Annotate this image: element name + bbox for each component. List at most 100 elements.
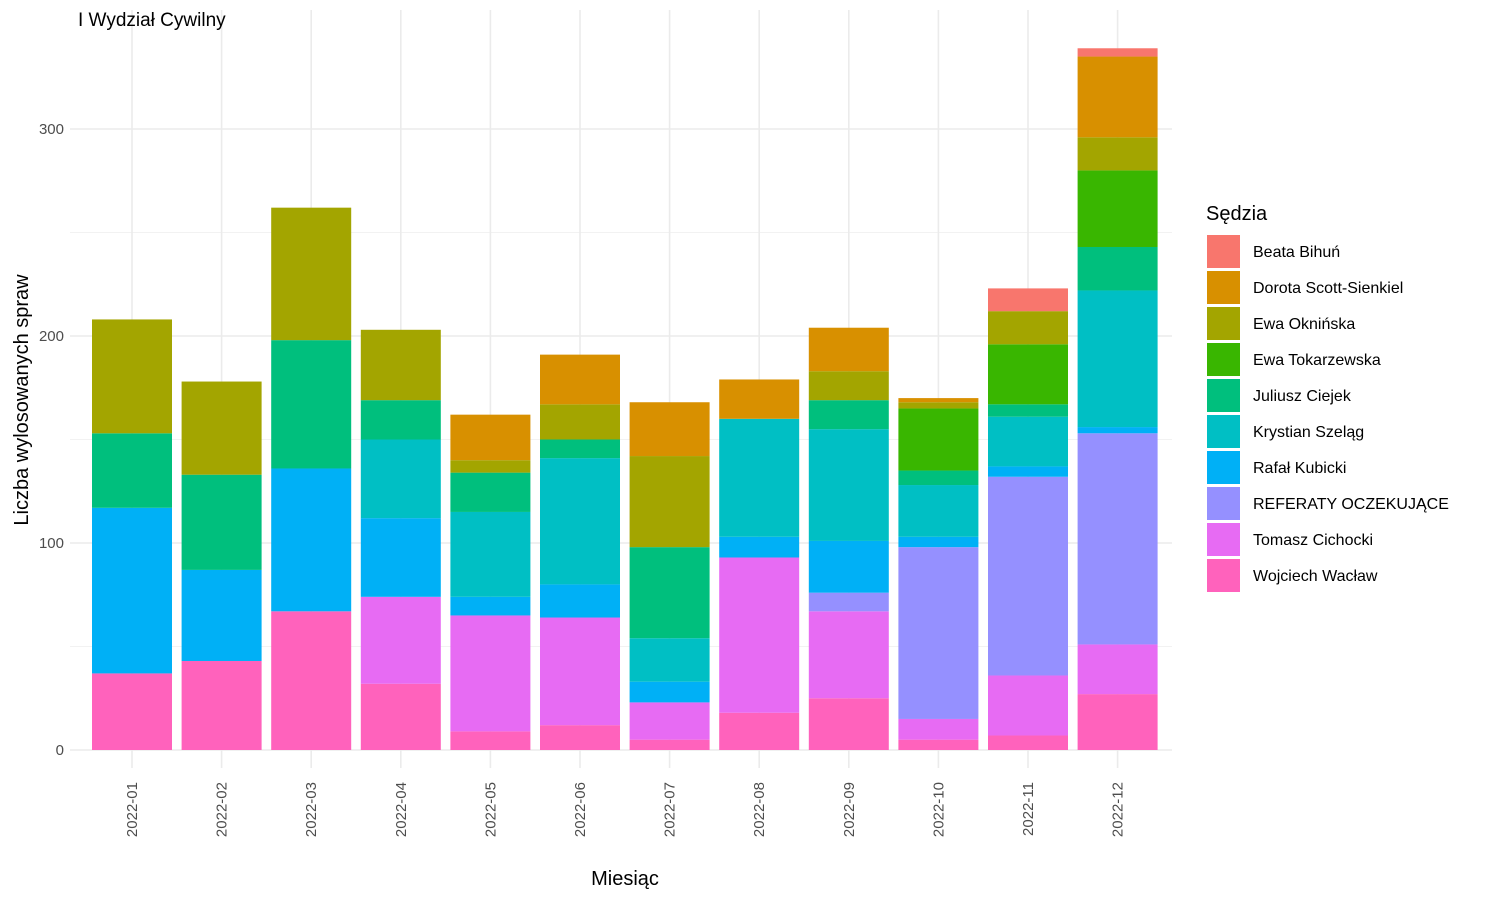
- bar-segment: [450, 596, 531, 616]
- bar-segment: [1077, 694, 1158, 750]
- bar-segment: [898, 536, 979, 548]
- bar-segment: [1077, 137, 1158, 171]
- bar-segment: [360, 439, 441, 519]
- legend-label: Ewa Tokarzewska: [1253, 352, 1381, 369]
- bar-segment: [271, 611, 352, 750]
- bar-segment: [92, 507, 172, 674]
- legend-label: Ewa Oknińska: [1253, 316, 1355, 333]
- bar-segment: [808, 400, 889, 430]
- x-tick-label: 2022-04: [393, 782, 410, 837]
- bar-segment: [1077, 48, 1158, 57]
- bar-segment: [540, 439, 620, 459]
- bar-segment: [719, 536, 800, 558]
- legend-label: Dorota Scott-Sienkiel: [1253, 280, 1403, 297]
- bar-segment: [1077, 170, 1158, 247]
- legend-label: Rafał Kubicki: [1253, 460, 1346, 477]
- legend-label: Krystian Szeląg: [1253, 424, 1364, 441]
- legend-label: Beata Bihuń: [1253, 244, 1340, 261]
- x-tick-label: 2022-07: [662, 782, 679, 837]
- bar-segment: [898, 718, 979, 740]
- bar-segment: [898, 398, 979, 403]
- bar-segment: [1077, 644, 1158, 695]
- bar-segment: [450, 731, 531, 750]
- bar-segment: [898, 470, 979, 486]
- y-axis-title: Liczba wylosowanych spraw: [11, 274, 33, 526]
- bar-segment: [540, 404, 620, 440]
- bar-segment: [808, 611, 889, 699]
- bar-segment: [629, 681, 710, 703]
- bar-segment: [629, 638, 710, 682]
- legend-key: [1207, 307, 1240, 340]
- x-tick-label: 2022-10: [930, 782, 947, 837]
- bar-segment: [719, 557, 800, 713]
- bar-segment: [360, 400, 441, 440]
- bar-segment: [450, 460, 531, 473]
- bar-segment: [540, 617, 620, 726]
- y-tick-label: 0: [56, 742, 64, 759]
- bar-segment: [808, 592, 889, 612]
- bar-segment: [450, 414, 531, 461]
- x-axis-title: Miesiąc: [591, 868, 659, 890]
- bar-segment: [898, 402, 979, 409]
- bar-segment: [450, 615, 531, 732]
- legend-label: Wojciech Wacław: [1253, 568, 1378, 585]
- bar-segment: [360, 518, 441, 597]
- bar-segment: [808, 371, 889, 401]
- y-tick-label: 100: [39, 535, 64, 552]
- y-axis-ticks: 0 100 200 300: [39, 121, 64, 759]
- legend-key: [1207, 235, 1240, 268]
- bar-segment: [988, 675, 1068, 736]
- bar-segment: [1077, 290, 1158, 428]
- bar-segment: [1077, 246, 1158, 291]
- bar-segment: [808, 698, 889, 750]
- bar-segment: [271, 207, 352, 341]
- legend-label: Juliusz Ciejek: [1253, 388, 1352, 405]
- x-tick-label: 2022-05: [482, 782, 499, 837]
- legend-key: [1207, 559, 1240, 592]
- legend-key: [1207, 415, 1240, 448]
- y-tick-label: 200: [39, 328, 64, 345]
- x-tick-label: 2022-03: [303, 782, 320, 837]
- x-tick-label: 2022-11: [1020, 782, 1037, 836]
- x-tick-label: 2022-06: [572, 782, 589, 837]
- legend-key: [1207, 379, 1240, 412]
- bar-segment: [988, 344, 1068, 405]
- x-tick-label: 2022-08: [751, 782, 768, 837]
- bar-segment: [898, 547, 979, 719]
- legend-key: [1207, 271, 1240, 304]
- legend-key: [1207, 523, 1240, 556]
- bar-segment: [540, 458, 620, 585]
- legend-key: [1207, 487, 1240, 520]
- bar-segment: [181, 474, 262, 570]
- bar-segment: [629, 547, 710, 639]
- bar-segment: [1077, 56, 1158, 138]
- bar-segment: [719, 712, 800, 750]
- bar-segment: [360, 329, 441, 401]
- bar-segment: [540, 584, 620, 618]
- bar-segment: [988, 416, 1068, 467]
- bars: [92, 48, 1158, 750]
- x-tick-label: 2022-02: [214, 782, 231, 837]
- bar-segment: [719, 379, 800, 419]
- bar-segment: [92, 433, 172, 508]
- bar-segment: [1077, 433, 1158, 645]
- bar-segment: [181, 381, 262, 475]
- bar-segment: [92, 673, 172, 750]
- bar-segment: [1077, 427, 1158, 434]
- y-tick-label: 300: [39, 121, 64, 138]
- bar-segment: [450, 472, 531, 512]
- bar-segment: [629, 739, 710, 750]
- x-axis-ticks: 2022-01 2022-02 2022-03 2022-04 2022-05 2022-…: [124, 782, 1127, 837]
- bar-segment: [988, 404, 1068, 417]
- legend-key: [1207, 451, 1240, 484]
- bar-segment: [181, 660, 262, 750]
- bar-segment: [988, 466, 1068, 477]
- bar-segment: [898, 408, 979, 471]
- bar-segment: [898, 739, 979, 750]
- legend: Sędzia Beata Bihuń Dorota Scott-Sienkiel E…: [1206, 203, 1449, 592]
- bar-segment: [808, 327, 889, 372]
- legend-title: Sędzia: [1206, 203, 1268, 225]
- bar-segment: [629, 456, 710, 548]
- bar-segment: [540, 725, 620, 750]
- chart-title: I Wydział Cywilny: [78, 10, 226, 31]
